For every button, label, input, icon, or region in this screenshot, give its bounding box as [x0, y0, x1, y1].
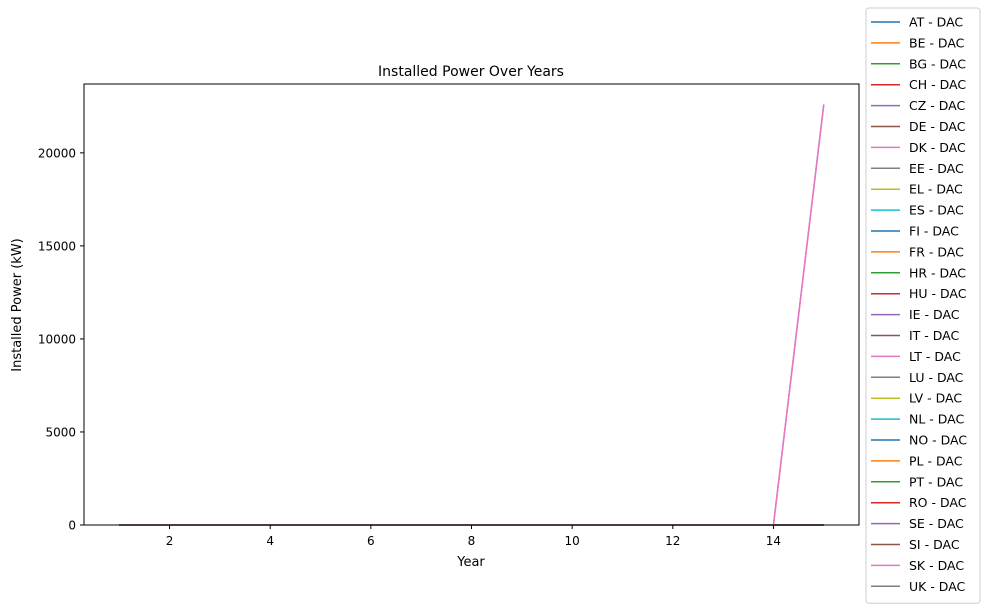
legend-label: EL - DAC: [909, 182, 963, 197]
legend-label: SI - DAC: [909, 537, 960, 552]
y-axis-label: Installed Power (kW): [10, 238, 25, 371]
legend-label: EE - DAC: [909, 161, 964, 176]
y-axis-ticks: 0 5000 10000 15000 20000: [38, 146, 84, 533]
legend-label: PL - DAC: [909, 453, 963, 468]
x-axis-ticks: 2 4 6 8 10 12 14: [166, 525, 781, 548]
legend-label: ES - DAC: [909, 203, 964, 218]
y-tick-label: 0: [68, 519, 76, 533]
legend-label: DK - DAC: [909, 140, 966, 155]
legend-label: LU - DAC: [909, 370, 964, 385]
legend-label: LV - DAC: [909, 391, 962, 406]
legend-label: AT - DAC: [909, 15, 963, 30]
legend-label: DE - DAC: [909, 119, 966, 134]
y-tick-label: 15000: [38, 239, 76, 253]
legend-label: PT - DAC: [909, 474, 963, 489]
legend-box: [865, 7, 981, 604]
legend-label: FI - DAC: [909, 224, 959, 239]
x-axis-label: Year: [456, 555, 485, 570]
legend: AT - DAC BE - DAC BG - DAC CH - DAC CZ - DAC…: [865, 7, 981, 604]
x-tick-label: 4: [266, 534, 274, 548]
x-tick-label: 8: [468, 534, 476, 548]
x-tick-label: 14: [766, 534, 781, 548]
legend-label: IE - DAC: [909, 307, 960, 322]
legend-label: HR - DAC: [909, 265, 966, 280]
x-tick-label: 6: [367, 534, 375, 548]
legend-label: BE - DAC: [909, 35, 965, 50]
y-tick-label: 10000: [38, 332, 76, 346]
x-tick-label: 10: [565, 534, 580, 548]
y-tick-label: 5000: [45, 425, 76, 439]
legend-label: SE - DAC: [909, 516, 964, 531]
legend-label: IT - DAC: [909, 328, 960, 343]
chart-title: Installed Power Over Years: [378, 64, 564, 80]
legend-label: CH - DAC: [909, 77, 966, 92]
legend-label: RO - DAC: [909, 495, 967, 510]
legend-label: NO - DAC: [909, 433, 967, 448]
legend-label: SK - DAC: [909, 558, 964, 573]
legend-label: HU - DAC: [909, 286, 967, 301]
x-tick-label: 2: [166, 534, 174, 548]
legend-label: FR - DAC: [909, 244, 964, 259]
legend-label: NL - DAC: [909, 412, 965, 427]
y-tick-label: 20000: [38, 146, 76, 160]
x-tick-label: 12: [665, 534, 680, 548]
legend-label: LT - DAC: [909, 349, 961, 364]
legend-label: UK - DAC: [909, 579, 966, 594]
legend-label: BG - DAC: [909, 56, 966, 71]
legend-label: CZ - DAC: [909, 98, 965, 113]
